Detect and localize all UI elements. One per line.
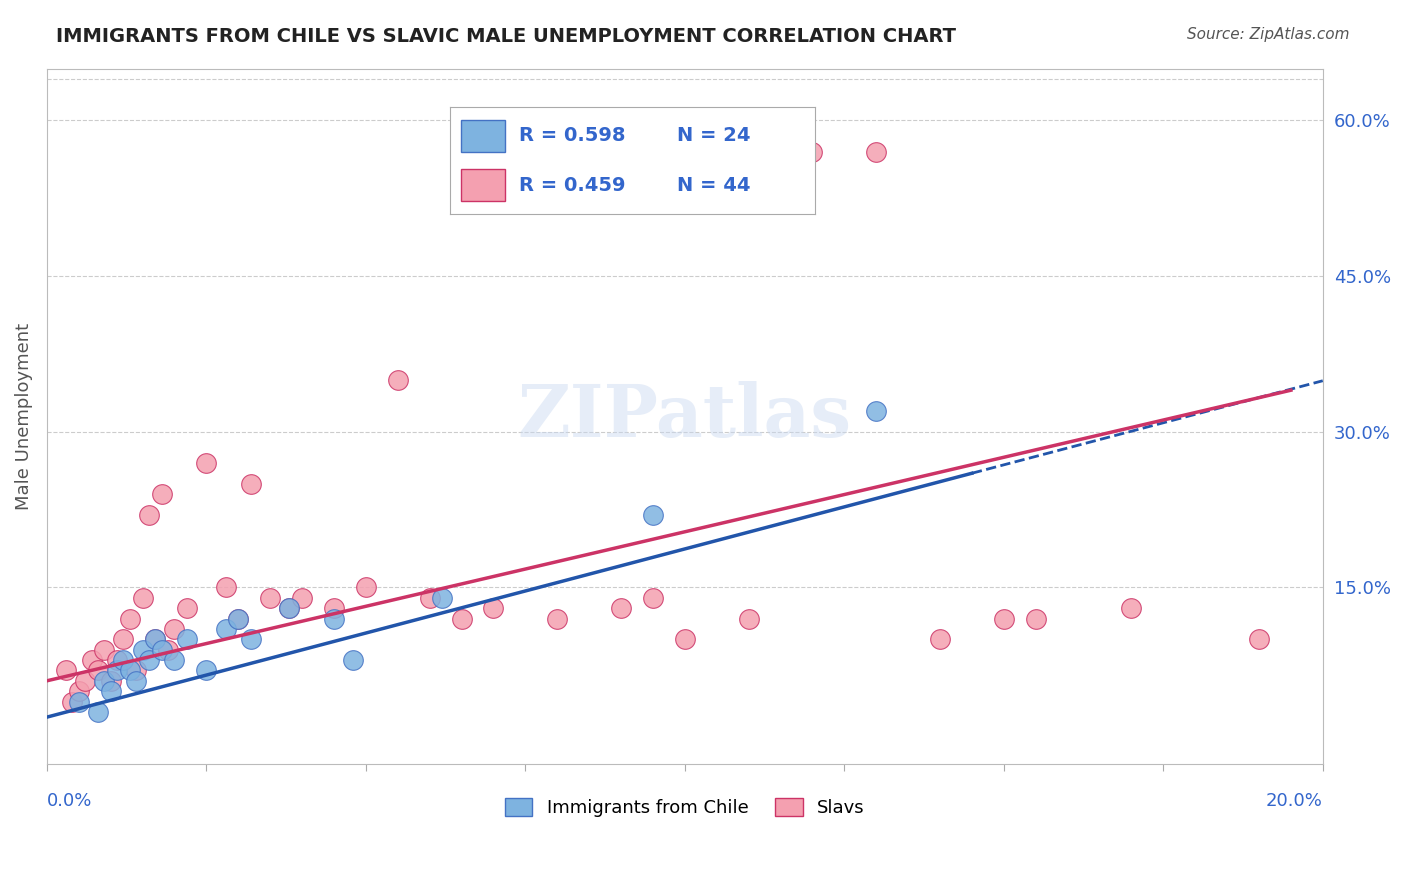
Point bbox=[55, 664, 77, 678]
Text: 20.0%: 20.0% bbox=[1265, 791, 1323, 810]
Point bbox=[131, 591, 153, 605]
Point bbox=[1025, 611, 1047, 625]
Point bbox=[150, 487, 173, 501]
Point bbox=[641, 591, 664, 605]
Point bbox=[112, 653, 135, 667]
Point bbox=[67, 694, 90, 708]
Point bbox=[118, 611, 141, 625]
Point bbox=[278, 601, 301, 615]
Point bbox=[801, 145, 824, 159]
Point bbox=[993, 611, 1015, 625]
Point bbox=[163, 622, 186, 636]
Point bbox=[641, 508, 664, 522]
Point bbox=[80, 653, 103, 667]
Point bbox=[354, 581, 377, 595]
Text: 0.0%: 0.0% bbox=[46, 791, 93, 810]
Point bbox=[112, 632, 135, 647]
Point bbox=[278, 601, 301, 615]
Point bbox=[482, 601, 505, 615]
Point bbox=[226, 611, 249, 625]
Point bbox=[163, 653, 186, 667]
Point bbox=[610, 601, 633, 615]
Point bbox=[138, 653, 160, 667]
Point bbox=[214, 622, 236, 636]
Point bbox=[450, 611, 472, 625]
Point bbox=[75, 673, 97, 688]
Point bbox=[87, 664, 110, 678]
Point bbox=[138, 508, 160, 522]
Point bbox=[673, 632, 696, 647]
Point bbox=[240, 476, 263, 491]
Point bbox=[176, 601, 198, 615]
Point bbox=[419, 591, 441, 605]
Point bbox=[105, 664, 128, 678]
Point bbox=[118, 664, 141, 678]
FancyBboxPatch shape bbox=[461, 120, 505, 152]
Point bbox=[1247, 632, 1270, 647]
Point bbox=[546, 611, 568, 625]
Text: IMMIGRANTS FROM CHILE VS SLAVIC MALE UNEMPLOYMENT CORRELATION CHART: IMMIGRANTS FROM CHILE VS SLAVIC MALE UNE… bbox=[56, 27, 956, 45]
Point bbox=[143, 632, 166, 647]
Point bbox=[176, 632, 198, 647]
Point bbox=[1121, 601, 1143, 615]
Point bbox=[125, 673, 148, 688]
Point bbox=[323, 601, 346, 615]
Point bbox=[93, 673, 115, 688]
Text: R = 0.459: R = 0.459 bbox=[519, 176, 626, 194]
Point bbox=[131, 642, 153, 657]
Point bbox=[125, 664, 148, 678]
Point bbox=[60, 694, 83, 708]
Text: N = 24: N = 24 bbox=[676, 127, 749, 145]
Point bbox=[87, 705, 110, 719]
Point bbox=[157, 642, 180, 657]
Point bbox=[214, 581, 236, 595]
Text: Source: ZipAtlas.com: Source: ZipAtlas.com bbox=[1187, 27, 1350, 42]
Point bbox=[432, 591, 454, 605]
Point bbox=[67, 684, 90, 698]
Point bbox=[929, 632, 952, 647]
Point bbox=[865, 404, 887, 418]
Point bbox=[93, 642, 115, 657]
Point bbox=[100, 673, 122, 688]
FancyBboxPatch shape bbox=[461, 169, 505, 202]
Point bbox=[291, 591, 314, 605]
Text: R = 0.598: R = 0.598 bbox=[519, 127, 626, 145]
Text: N = 44: N = 44 bbox=[676, 176, 749, 194]
Point bbox=[100, 684, 122, 698]
Point bbox=[226, 611, 249, 625]
Text: ZIPatlas: ZIPatlas bbox=[517, 381, 852, 451]
Point bbox=[323, 611, 346, 625]
Point bbox=[240, 632, 263, 647]
Point bbox=[105, 653, 128, 667]
Point bbox=[865, 145, 887, 159]
Point bbox=[387, 373, 409, 387]
Legend: Immigrants from Chile, Slavs: Immigrants from Chile, Slavs bbox=[498, 790, 872, 824]
Point bbox=[737, 611, 759, 625]
Point bbox=[259, 591, 281, 605]
Y-axis label: Male Unemployment: Male Unemployment bbox=[15, 323, 32, 509]
Point bbox=[195, 456, 218, 470]
Point bbox=[195, 664, 218, 678]
Point bbox=[150, 642, 173, 657]
Point bbox=[342, 653, 364, 667]
Point bbox=[143, 632, 166, 647]
